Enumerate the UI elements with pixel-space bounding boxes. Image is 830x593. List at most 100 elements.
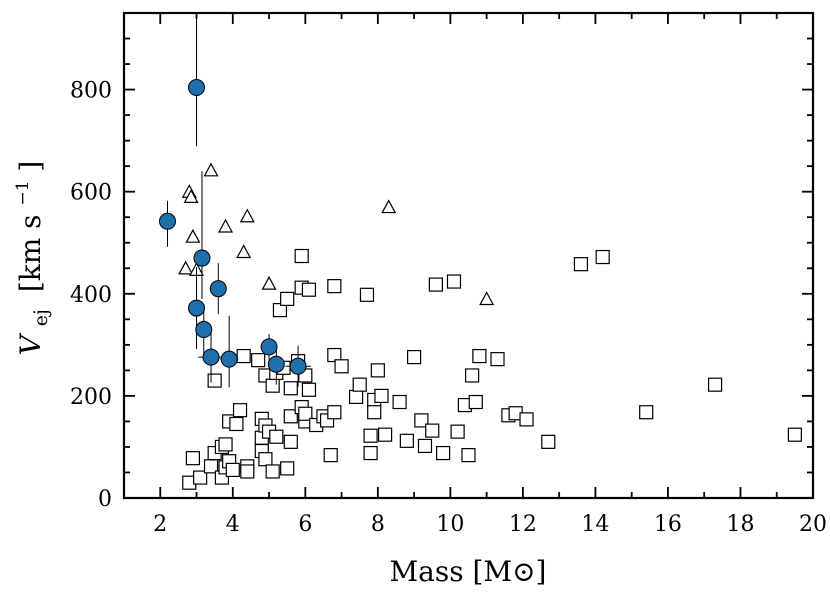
square-point [414, 413, 429, 428]
triangle-point [381, 199, 397, 214]
data-marks [159, 18, 802, 490]
square-point [367, 405, 382, 420]
y-axis-close: ] [14, 161, 47, 172]
y-tick-label: 600 [70, 181, 112, 206]
square-point [461, 448, 476, 463]
square-point [283, 434, 298, 449]
square-point [707, 377, 723, 392]
square-point [352, 377, 367, 392]
square-point [465, 368, 480, 383]
x-tick-label: 6 [298, 512, 312, 537]
square-point [207, 373, 222, 388]
svg-text:V ej [km s −: V ej [km s −1 ] [2, 161, 54, 356]
square-point [232, 403, 248, 418]
square-point [272, 303, 288, 318]
x-tick-label: 8 [371, 512, 385, 537]
square-point [298, 406, 313, 421]
y-axis-exponent: −1 [13, 180, 33, 205]
triangle-point [185, 228, 201, 243]
x-tick-label: 2 [153, 512, 167, 537]
square-point [787, 427, 802, 442]
square-point [490, 352, 505, 367]
square-point [327, 405, 342, 420]
square-point [327, 279, 342, 294]
circle-point [260, 338, 278, 356]
triangle-point [183, 189, 199, 203]
y-axis-title: V ej [km s −1 ] [2, 161, 54, 356]
circle-point [188, 299, 206, 317]
square-point [428, 277, 443, 292]
circle-point [209, 280, 227, 298]
axis-ticks [123, 12, 814, 499]
square-point [269, 429, 284, 444]
square-point [265, 378, 280, 393]
square-point [240, 464, 255, 479]
circle-point [220, 350, 238, 368]
square-point [258, 452, 273, 467]
x-tick-label: 4 [226, 512, 240, 537]
square-point [446, 274, 462, 289]
x-tick-label: 16 [654, 512, 682, 537]
square-point [327, 347, 342, 363]
square-point [251, 353, 266, 368]
square-point [280, 461, 295, 476]
square-point [374, 388, 389, 403]
square-point [519, 412, 534, 427]
y-axis-units: [km s [14, 214, 47, 292]
triangle-point [239, 208, 255, 223]
circle-point [193, 249, 211, 267]
triangle-point [479, 291, 495, 306]
square-point [283, 409, 298, 424]
x-tick-label: 18 [726, 512, 754, 537]
square-point [595, 249, 610, 265]
square-point [363, 428, 378, 443]
square-point [399, 433, 414, 448]
y-tick-label: 0 [98, 487, 112, 512]
square-point [185, 451, 200, 466]
square-point [225, 462, 240, 478]
circle-point [195, 321, 213, 339]
circle-point [267, 355, 285, 373]
square-point [436, 445, 451, 461]
square-point [392, 394, 407, 410]
square-point [541, 434, 556, 449]
circle-point [289, 357, 307, 375]
square-point [377, 427, 393, 442]
x-tick-label: 12 [509, 512, 537, 537]
x-axis-title: Mass [M⊙] [390, 555, 547, 588]
square-point [280, 291, 295, 306]
square-point [472, 348, 487, 364]
square-point [323, 448, 338, 463]
x-tick-label: 14 [581, 512, 609, 537]
triangle-point [236, 244, 252, 259]
y-axis-symbol: V [14, 332, 47, 355]
circle-point [159, 212, 177, 230]
square-point [334, 359, 349, 374]
circle-point [188, 79, 206, 97]
square-point [417, 438, 433, 454]
triangle-point [218, 218, 234, 233]
square-point [294, 248, 309, 264]
triangle-point [261, 275, 277, 290]
square-point [301, 382, 317, 397]
square-point [425, 423, 440, 438]
y-axis-subscript: ej [30, 309, 52, 326]
y-tick-label: 200 [70, 385, 112, 410]
triangle-point [203, 162, 219, 177]
square-point [218, 437, 233, 452]
square-point [573, 257, 589, 272]
square-point [193, 470, 208, 485]
square-point [450, 424, 465, 439]
circle-point [202, 348, 220, 366]
y-tick-label: 400 [70, 283, 112, 308]
square-point [283, 381, 298, 396]
square-point [236, 348, 251, 364]
square-point [468, 394, 483, 410]
square-point [301, 282, 317, 297]
square-point [407, 349, 422, 365]
x-tick-label: 10 [436, 512, 464, 537]
square-point [370, 363, 385, 378]
triangle-point [178, 260, 194, 275]
